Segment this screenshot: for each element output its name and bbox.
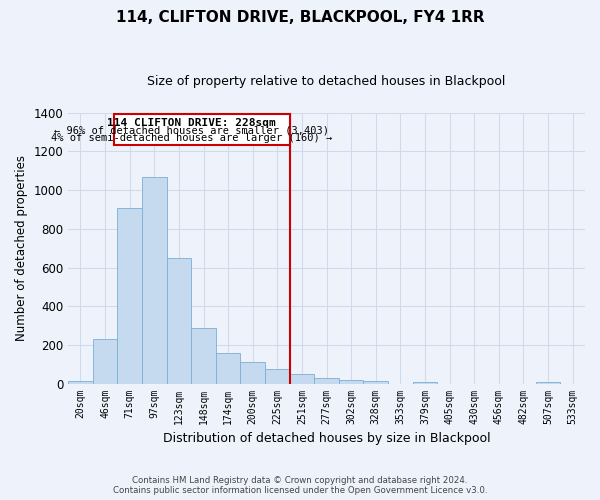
Text: 114, CLIFTON DRIVE, BLACKPOOL, FY4 1RR: 114, CLIFTON DRIVE, BLACKPOOL, FY4 1RR: [116, 10, 484, 25]
Bar: [265, 369, 290, 384]
Bar: [191, 328, 216, 384]
Bar: [314, 378, 339, 384]
Bar: [93, 339, 118, 384]
Title: Size of property relative to detached houses in Blackpool: Size of property relative to detached ho…: [148, 75, 506, 88]
Bar: [118, 208, 142, 384]
Bar: [68, 380, 93, 384]
Bar: [413, 382, 437, 384]
Text: 4% of semi-detached houses are larger (160) →: 4% of semi-detached houses are larger (1…: [50, 132, 332, 142]
Y-axis label: Number of detached properties: Number of detached properties: [15, 155, 28, 341]
X-axis label: Distribution of detached houses by size in Blackpool: Distribution of detached houses by size …: [163, 432, 490, 445]
Bar: [241, 362, 265, 384]
Bar: [167, 258, 191, 384]
Text: 114 CLIFTON DRIVE: 228sqm: 114 CLIFTON DRIVE: 228sqm: [107, 118, 275, 128]
Bar: [142, 176, 167, 384]
Bar: [290, 374, 314, 384]
Bar: [364, 380, 388, 384]
Bar: [339, 380, 364, 384]
FancyBboxPatch shape: [113, 114, 290, 144]
Bar: [216, 352, 241, 384]
Bar: [536, 382, 560, 384]
Text: ← 96% of detached houses are smaller (3,403): ← 96% of detached houses are smaller (3,…: [54, 126, 329, 136]
Text: Contains HM Land Registry data © Crown copyright and database right 2024.
Contai: Contains HM Land Registry data © Crown c…: [113, 476, 487, 495]
